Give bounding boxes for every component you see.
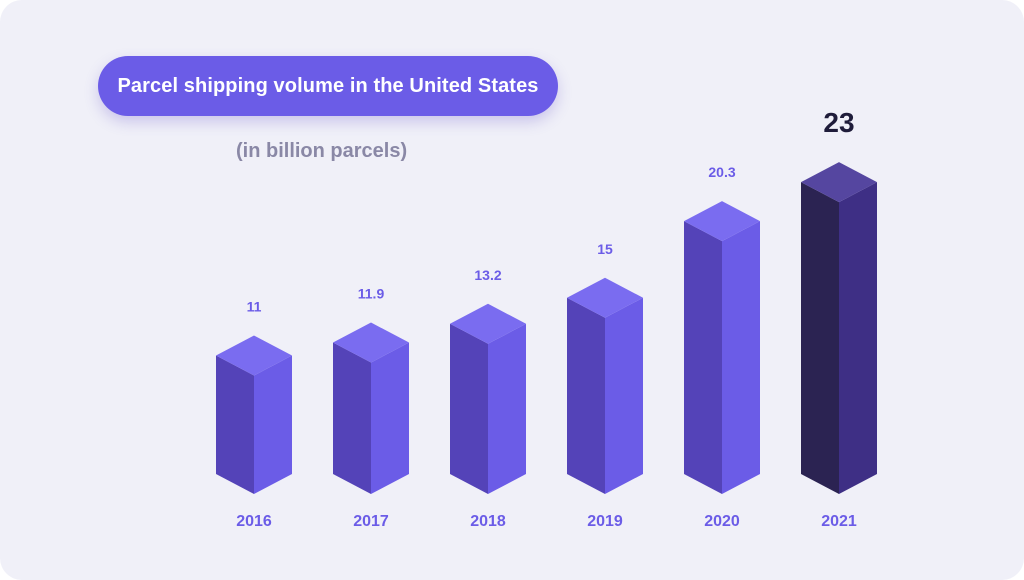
bar-left-face (801, 182, 839, 494)
bar-left-face (684, 221, 722, 495)
value-label: 15 (597, 241, 613, 257)
value-label: 13.2 (474, 267, 501, 283)
bar-right-face (722, 221, 760, 495)
value-label: 11 (247, 299, 262, 315)
x-tick-label: 2020 (704, 513, 740, 530)
bar-top-face (333, 322, 409, 363)
x-tick-label: 2018 (470, 513, 506, 530)
bar-top-face (801, 162, 877, 203)
bar-2019 (567, 277, 643, 494)
bar-left-face (216, 355, 254, 494)
x-tick-label: 2021 (821, 513, 857, 530)
bar-right-face (605, 297, 643, 494)
chart-title: Parcel shipping volume in the United Sta… (117, 74, 539, 97)
bar-right-face (371, 342, 409, 494)
chart-title-pill: Parcel shipping volume in the United Sta… (98, 56, 558, 116)
bar-top-face (684, 201, 760, 242)
bar-right-face (488, 323, 526, 494)
value-label: 23 (823, 107, 854, 138)
bar-left-face (450, 323, 488, 494)
bar-top-face (216, 335, 292, 376)
value-label: 20.3 (708, 164, 735, 180)
bar-2017 (333, 322, 409, 494)
bar-2018 (450, 303, 526, 494)
bar-top-face (567, 277, 643, 318)
bar-2020 (684, 201, 760, 495)
bar-top-face (450, 303, 526, 344)
bar-right-face (839, 182, 877, 494)
x-tick-label: 2019 (587, 513, 623, 530)
bar-right-face (254, 355, 292, 494)
bar-2021 (801, 162, 877, 494)
chart-subtitle: (in billion parcels) (236, 140, 408, 162)
x-tick-label: 2017 (353, 513, 389, 530)
bar-2016 (216, 335, 292, 494)
bar-left-face (567, 297, 605, 494)
value-label: 11.9 (358, 286, 385, 302)
bar-left-face (333, 342, 371, 494)
x-tick-label: 2016 (236, 513, 272, 530)
